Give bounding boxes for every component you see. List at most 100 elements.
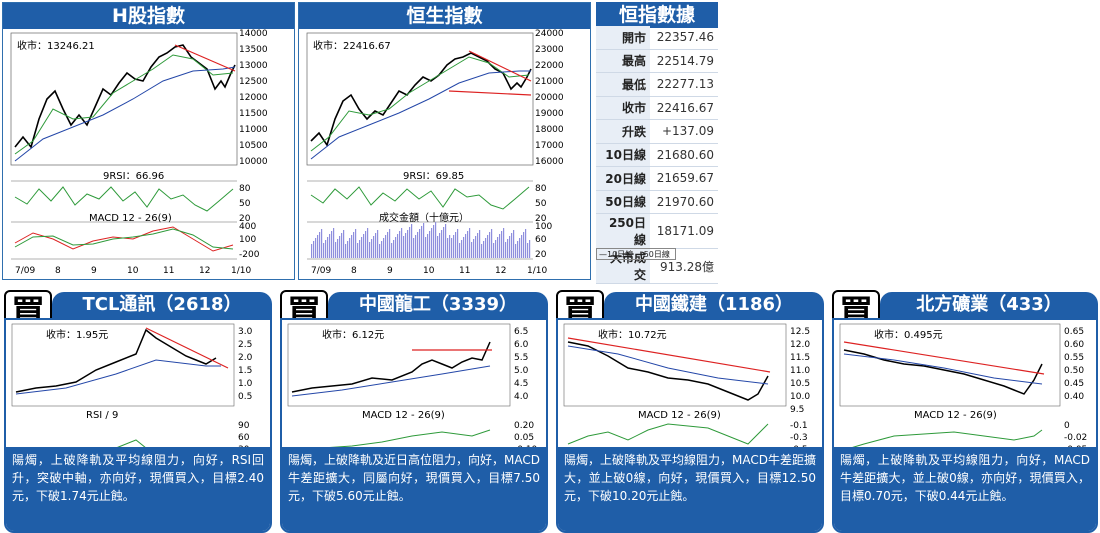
turnover-bar [315, 238, 317, 258]
price-line [15, 328, 217, 393]
stats-value: 18171.09 [650, 213, 718, 249]
hsce-close-label: 收市：13246.21 [17, 39, 95, 52]
turnover-bar [367, 228, 369, 258]
stock-body: 收市：10.72元 12.5 12.0 11.5 11.0 10.5 10.0 9.5 MACD… [556, 318, 824, 533]
turnover-bar [491, 229, 493, 258]
turnover-bar [517, 241, 519, 258]
turnover-bar [365, 231, 367, 258]
hsce-price-line [14, 44, 236, 149]
y-tick: 5.0 [514, 366, 529, 376]
hsi-turnover-label: 成交金額（十億元） [379, 211, 469, 224]
hsce-chart: 收市：13246.21 14000 13500 13000 12500 1200… [10, 29, 268, 276]
turnover-bar [463, 237, 465, 258]
hsi-turnover-tick: 60 [535, 235, 547, 245]
turnover-bar [397, 234, 399, 258]
stats-value: 913.28億 [650, 248, 718, 284]
ma-line [15, 359, 221, 395]
turnover-bar [403, 236, 405, 258]
hsce-y-ticks: 14000 13500 13000 12500 12000 11500 1100… [239, 29, 268, 167]
hsce-rsi-tick: 50 [239, 199, 251, 209]
y-tick: 2.0 [238, 353, 253, 363]
y-tick: 1.0 [238, 379, 253, 389]
turnover-bar [513, 230, 515, 258]
ma-line [291, 365, 491, 397]
turnover-bar [525, 229, 527, 258]
turnover-bar [433, 225, 435, 258]
hsi-rsi-tick: 50 [535, 199, 547, 209]
stock-panel-tcl: 買 TCL通訊（2618） 收市：1.95元 3.0 2.5 2.0 1.5 1.0 0.5 RS… [4, 290, 272, 533]
y-tick: 5.5 [514, 353, 528, 363]
stock-comment: 陽燭，上破降軌及平均線阻力，向好，RSI回升，突破中軸，亦向好，現價買入，目標2… [6, 447, 270, 531]
hsi-y-tick: 19000 [535, 109, 564, 119]
stats-row: 20日線 21659.67 [596, 166, 718, 191]
hsce-y-tick: 10000 [239, 157, 268, 167]
turnover-bar [493, 243, 495, 258]
turnover-bar [311, 244, 313, 258]
sub-tick: 0 [1064, 421, 1070, 431]
stock-panel-north-mining: 買北方礦業（433） 收市：0.495元 0.65 0.60 0.55 0.50 0.45 0… [832, 290, 1098, 533]
hsce-x-label: 1/10 [231, 266, 251, 276]
turnover-bar [399, 231, 401, 258]
turnover-bar [421, 226, 423, 258]
turnover-bar [413, 238, 415, 258]
stock-body: 收市：0.495元 0.65 0.60 0.55 0.50 0.45 0.40 MACD 12… [832, 318, 1098, 533]
turnover-bar [395, 237, 397, 258]
hsce-panel: H股指數 收市：13246.21 14000 13500 13000 12500… [2, 2, 295, 280]
sub-label: MACD 12 - 26(9) [914, 410, 997, 421]
price-line [291, 341, 491, 393]
hsce-macd-tick: 400 [239, 222, 256, 232]
y-tick: 4.0 [514, 392, 529, 402]
turnover-bar [377, 230, 379, 258]
sub-label: RSI / 9 [86, 410, 118, 421]
turnover-bar [521, 235, 523, 258]
stats-row: 開市 22357.46 [596, 26, 718, 50]
turnover-bar [417, 232, 419, 258]
turnover-bar [343, 230, 345, 258]
sub-tick: -0.02 [1064, 433, 1087, 443]
stats-value: 22277.13 [650, 72, 718, 97]
y-tick: 0.50 [1064, 366, 1084, 376]
turnover-bar [333, 228, 335, 258]
hsi-ma10 [310, 56, 530, 152]
hsce-signal-line [14, 228, 234, 250]
turnover-bar [425, 237, 427, 258]
hsi-y-tick: 16000 [535, 157, 564, 167]
hsce-title: H股指數 [3, 3, 294, 29]
indicator-line [567, 423, 769, 445]
turnover-bar [337, 239, 339, 258]
stats-key: 250日線 [596, 213, 650, 249]
hsce-x-labels: 7/09 8 9 10 11 12 1/10 [15, 266, 251, 276]
turnover-bar [527, 243, 529, 258]
y-tick: 9.5 [790, 405, 804, 415]
y-tick: 6.0 [514, 340, 529, 350]
hsi-turnover-ticks: 100 60 20 [535, 222, 552, 260]
turnover-bar [401, 228, 403, 258]
hsi-turnover-bars [311, 222, 531, 258]
turnover-bar [475, 236, 477, 258]
stock-comment: 陽燭，上破降軌及平均線阻力，向好，MACD牛差距擴大，並上破0線，亦向好，現價買… [834, 447, 1096, 531]
sub-tick: 0.20 [514, 421, 534, 431]
turnover-bar [379, 244, 381, 258]
hsi-x-label: 10 [423, 266, 435, 276]
turnover-bar [515, 244, 517, 258]
turnover-bar [495, 240, 497, 258]
turnover-bar [439, 233, 441, 258]
turnover-bar [505, 242, 507, 258]
turnover-bar [489, 232, 491, 258]
turnover-bar [459, 243, 461, 258]
turnover-bar [519, 238, 521, 258]
hsce-y-tick: 14000 [239, 29, 268, 39]
y-tick: 6.5 [514, 327, 528, 337]
price-line [567, 341, 769, 401]
y-tick: 0.5 [238, 392, 252, 402]
y-tick: 11.0 [790, 366, 810, 376]
hsi-x-label: 1/10 [527, 266, 547, 276]
turnover-bar [471, 242, 473, 258]
turnover-bar [391, 243, 393, 258]
stats-title: 恒指數據 [596, 2, 718, 28]
turnover-bar [415, 235, 417, 258]
hsi-chart: 收市：22416.67 24000 23000 22000 21000 2000… [306, 29, 564, 276]
sub-tick: -0.1 [790, 421, 808, 431]
stock-comment: 陽燭，上破降軌及近日高位阻力，向好，MACD牛差距擴大，同屬向好，現價買入，目標… [282, 447, 546, 531]
y-tick: 0.60 [1064, 340, 1084, 350]
